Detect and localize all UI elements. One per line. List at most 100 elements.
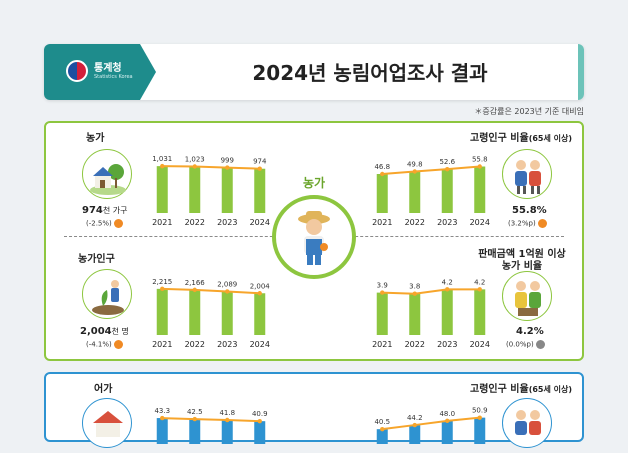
line-point [160, 415, 165, 421]
farm-house-illustration [90, 164, 126, 195]
fish-house-illustration [93, 411, 123, 437]
line-point [257, 166, 262, 171]
data-label: 2,215 [152, 278, 172, 286]
bar [441, 289, 453, 335]
x-tick-label: 2021 [372, 340, 392, 349]
bar [156, 288, 168, 335]
up-arrow-icon [537, 219, 547, 228]
bar [189, 166, 201, 213]
farmer-illustration [298, 211, 330, 265]
down-arrow-icon [113, 219, 123, 228]
elderly-couple-icon [502, 149, 552, 199]
farm-households-chart: 1,031 2021 1,023 2022 999 2023 974 2024 [152, 155, 270, 227]
farm-households-change-row: (-2.5%) [86, 219, 123, 228]
line-point [477, 415, 482, 420]
elderly-couple-illustration [515, 160, 541, 194]
data-label: 999 [221, 157, 234, 165]
data-label: 2,004 [250, 282, 271, 290]
center-farm-title: 농가 [302, 176, 326, 190]
bar [409, 425, 421, 444]
line-point [257, 418, 262, 424]
farmers-sales-icon [502, 271, 552, 321]
data-label: 42.5 [187, 408, 203, 416]
x-tick-label: 2024 [250, 340, 270, 349]
x-tick-label: 2022 [185, 218, 205, 227]
line-point [160, 163, 165, 169]
data-label: 3.8 [409, 283, 420, 291]
line-point [380, 290, 385, 295]
farm-sales-title-2: 농가 비율 [501, 261, 543, 272]
bar [474, 166, 486, 213]
line-point [192, 164, 197, 169]
x-tick-label: 2021 [152, 218, 172, 227]
farm-elderly-title-row: 고령인구 비율(65세 이상) [470, 129, 572, 144]
bar [254, 293, 266, 335]
fishery-panel: 어가 43.3 42.5 41.8 40.9 고령인구 비율(65세 이상) 40.5… [44, 372, 584, 448]
data-label: 41.8 [219, 409, 235, 417]
line-point [445, 287, 450, 292]
bar [441, 169, 453, 213]
farm-sales-change-row: (0.0%p) [506, 340, 545, 349]
org-name-en: Statistics Korea [94, 74, 133, 80]
fish-elderly-title-row: 고령인구 비율(65세 이상) [470, 380, 572, 395]
bar [474, 289, 486, 335]
data-label: 1,031 [152, 155, 172, 163]
x-tick-label: 2023 [437, 218, 457, 227]
fish-house-icon [82, 398, 132, 448]
farm-population-stat: 2,004천 명 [80, 326, 129, 337]
data-label: 44.2 [407, 414, 423, 422]
data-label: 52.6 [439, 158, 455, 166]
data-label: 4.2 [442, 278, 453, 286]
fish-elderly-title: 고령인구 비율 [470, 384, 529, 395]
planting-illustration [92, 280, 124, 315]
series-line [382, 288, 480, 295]
bar [376, 429, 388, 444]
farm-elderly-change-row: (3.2%p) [508, 219, 547, 228]
page-title: 2024년 농림어업조사 결과 [252, 61, 488, 85]
line-point [445, 418, 450, 424]
data-label: 2,166 [185, 279, 206, 287]
line-point [477, 287, 482, 292]
data-label: 46.8 [374, 163, 390, 171]
farm-elderly-change: (3.2%p) [508, 219, 536, 228]
data-label: 40.5 [374, 418, 390, 426]
farm-house-icon [82, 149, 132, 199]
org-name: 통계청 [94, 63, 122, 74]
line-point [477, 164, 482, 169]
bar [409, 171, 421, 213]
line-point [412, 291, 417, 296]
bar [409, 293, 421, 335]
fish-elderly-illustration [515, 410, 541, 435]
series-line [162, 287, 260, 295]
series-line [162, 417, 260, 423]
down-arrow-icon [113, 340, 123, 349]
bar [441, 420, 453, 444]
line-point [380, 171, 385, 177]
data-label: 1,023 [185, 156, 205, 164]
farm-panel: 농가 974천 가구 (-2.5%) 1,031 2021 1,023 2022 999… [44, 121, 584, 361]
x-tick-label: 2022 [185, 340, 205, 349]
bar [376, 292, 388, 335]
x-tick-label: 2024 [250, 218, 270, 227]
data-label: 4.2 [474, 278, 485, 286]
data-label: 974 [253, 158, 267, 166]
banner-stripe [578, 44, 584, 100]
farm-elderly-chart: 46.8 2021 49.8 2022 52.6 2023 55.8 2024 [372, 156, 490, 228]
data-label: 50.9 [472, 407, 488, 415]
bar [189, 419, 201, 444]
bar [156, 418, 168, 444]
farm-elderly-value: 55.8% [512, 205, 547, 216]
line-point [225, 289, 230, 294]
series-line [382, 165, 480, 175]
fish-households-chart: 43.3 42.5 41.8 40.9 [154, 407, 268, 444]
line-point [192, 287, 197, 293]
farm-households-title: 농가 [86, 133, 105, 144]
taegeuk-logo-icon [66, 60, 88, 82]
line-point [160, 286, 165, 292]
farm-population-change: (-4.1%) [86, 340, 112, 349]
farm-population-title: 농가인구 [78, 254, 115, 265]
bar [221, 167, 233, 213]
farm-population-unit: 천 명 [111, 327, 129, 336]
farm-elderly-title-suffix: (65세 이상) [528, 134, 572, 143]
farm-sales-change: (0.0%p) [506, 340, 534, 349]
